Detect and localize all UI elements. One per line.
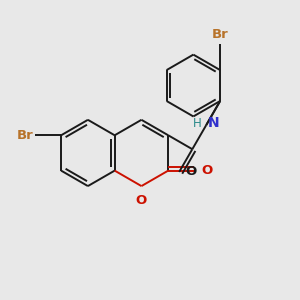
Text: O: O [186,165,197,178]
Text: O: O [136,194,147,207]
Text: N: N [208,116,219,130]
Text: Br: Br [212,28,229,41]
Text: O: O [201,164,212,177]
Text: H: H [193,117,202,130]
Text: Br: Br [16,129,33,142]
